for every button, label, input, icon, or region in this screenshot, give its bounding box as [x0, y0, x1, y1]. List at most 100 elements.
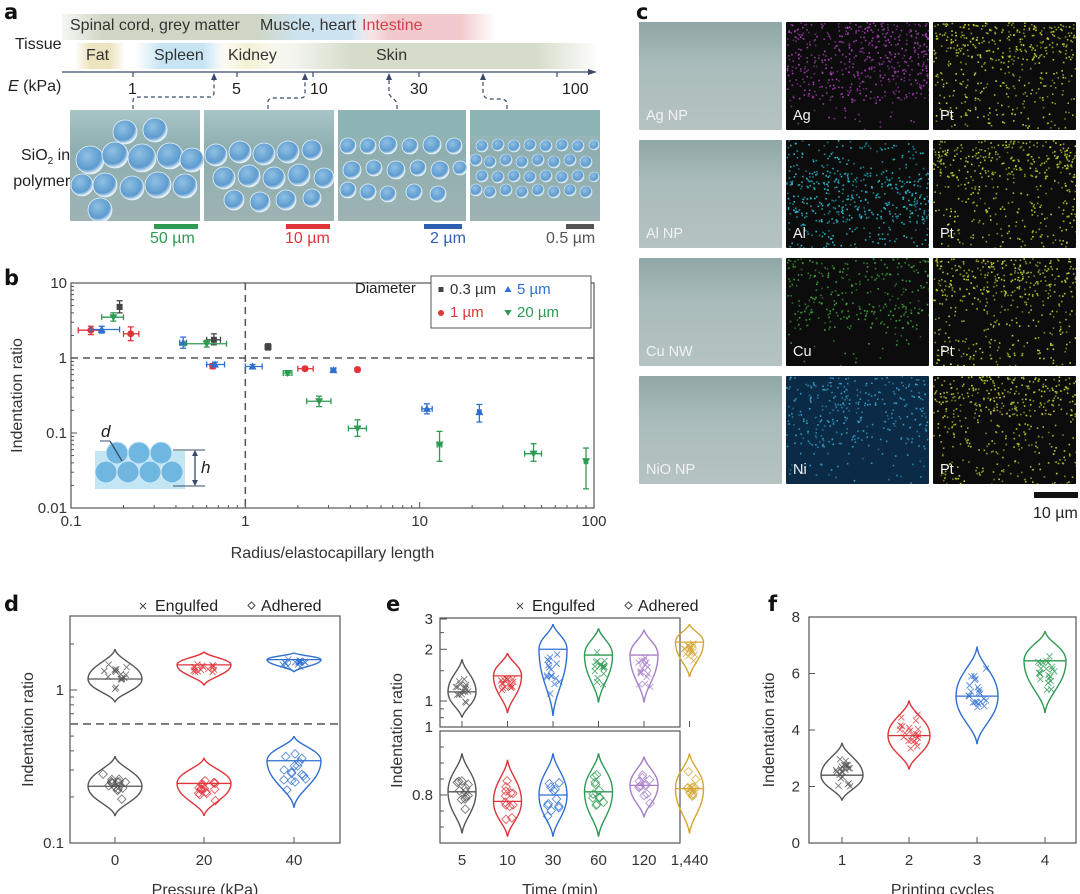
chart-d: 0.1 1 0 20 40 Pressure (kPa) Indentation ratio… — [20, 598, 341, 894]
engulfed-x-marker — [689, 640, 697, 647]
engulfed-x-marker — [599, 680, 607, 688]
adhered-diamond-marker — [594, 792, 605, 803]
inset-particle — [138, 460, 162, 484]
adhered-diamond-marker — [543, 798, 554, 809]
tissue-label-intestine: Intestine — [362, 17, 423, 34]
violin — [629, 629, 659, 703]
panel-label-f: f — [768, 592, 778, 616]
engulfed-x-marker — [638, 657, 645, 664]
violin — [266, 735, 322, 808]
engulfed-x-marker — [462, 699, 470, 707]
modulus-tick-30: 30 — [410, 81, 428, 98]
y-tick-label: 0.8 — [412, 787, 433, 804]
violin-outline-left — [447, 753, 463, 834]
tissue-label-kidney: Kidney — [228, 47, 277, 64]
panel-label-b: b — [4, 266, 20, 290]
engulfed-x-marker — [111, 666, 119, 673]
adhered-diamond-marker — [296, 769, 307, 780]
data-point-triangle-down — [184, 339, 228, 348]
edx-dots — [933, 22, 1076, 130]
engulfed-x-marker — [688, 646, 696, 654]
engulfed-x-marker — [967, 688, 975, 695]
engulfed-x-marker — [459, 688, 467, 695]
adhered-diamond-marker — [590, 779, 601, 790]
edx-dots — [786, 258, 929, 366]
modulus-tick-10: 10 — [310, 81, 328, 98]
edx-pt-label: Pt — [940, 226, 954, 242]
violin — [447, 659, 477, 718]
engulfed-x-marker — [839, 773, 846, 781]
engulfed-x-marker — [1037, 665, 1045, 672]
engulfed-x-marker — [838, 768, 845, 775]
engulfed-x-marker — [498, 680, 506, 688]
adhered-diamond-marker — [294, 757, 305, 767]
adhered-diamond-marker — [116, 794, 127, 804]
engulfed-x-marker — [644, 663, 652, 671]
adhered-diamond-marker — [589, 771, 600, 782]
y-axis-label: Indentation ratio — [389, 673, 406, 788]
engulfed-x-marker — [462, 683, 469, 691]
data-point-triangle-up — [421, 403, 433, 415]
edx-element-label: Cu — [793, 344, 812, 360]
adhered-diamond-marker — [286, 768, 297, 779]
legend-label-adhered: Adhered — [261, 598, 322, 615]
adhered-diamond-marker — [296, 753, 307, 764]
data-point-triangle-up — [179, 336, 188, 349]
edx-sample-label: NiO NP — [646, 462, 696, 478]
edx-sample-label: Cu NW — [646, 344, 693, 360]
triangle-up-marker — [248, 362, 257, 370]
engulfed-x-marker — [545, 661, 552, 669]
legend-label: 5 µm — [517, 281, 551, 298]
adhered-diamond-marker — [279, 765, 290, 775]
x-axis-label: Pressure (kPa) — [152, 882, 259, 894]
engulfed-x-marker — [898, 714, 905, 721]
adhered-diamond-marker — [298, 770, 309, 781]
edx-sample-label: Ag NP — [646, 108, 688, 124]
inset-h-label: h — [201, 458, 210, 477]
triangle-down-marker — [315, 398, 324, 406]
engulfed-x-marker — [1048, 663, 1056, 671]
engulfed-x-marker — [637, 668, 645, 676]
adhered-diamond-marker — [634, 776, 645, 787]
edx-element-map-0: Ag — [786, 22, 929, 130]
adhered-diamond-marker — [456, 776, 467, 786]
edx-element-map-2: Cu — [786, 258, 929, 366]
square-marker — [210, 336, 217, 343]
adhered-diamond-marker — [460, 794, 470, 804]
adhered-diamond-marker — [642, 789, 652, 799]
engulfed-x-marker — [982, 665, 990, 672]
violin-outline-right — [976, 646, 999, 745]
engulfed-x-marker — [100, 667, 108, 675]
data-point-triangle-up — [329, 366, 338, 374]
scale-label-2um: 2 µm — [430, 230, 466, 247]
legend-label: 20 µm — [517, 304, 559, 321]
violin-outline-right — [506, 759, 523, 837]
data-point-triangle-down — [306, 395, 332, 408]
y-tick-label: 1 — [425, 693, 433, 710]
legend-label-adhered: Adhered — [638, 598, 699, 615]
sem-tile-3 — [338, 110, 468, 221]
x-tick-label: 4 — [1041, 852, 1049, 869]
plot-frame — [808, 616, 1077, 844]
tissue-label-muscle: Muscle, heart — [260, 17, 357, 34]
edx-sem-1: Al NP — [639, 140, 782, 248]
engulfed-x-marker — [914, 734, 921, 741]
circle-marker — [301, 365, 309, 373]
data-point-triangle-down — [347, 419, 368, 438]
adhered-diamond-marker — [506, 812, 517, 823]
x-axis-label: Printing cycles — [891, 882, 994, 894]
x-tick-label: 20 — [196, 852, 213, 869]
adhered-diamond-marker — [286, 775, 297, 786]
engulfed-x-marker — [1043, 657, 1050, 665]
engulfed-x-marker — [832, 766, 840, 774]
legend-label: 0.3 µm — [450, 281, 496, 298]
adhered-diamond-marker — [546, 805, 557, 816]
engulfed-x-marker — [460, 675, 468, 683]
adhered-diamond-marker — [590, 777, 601, 788]
engulfed-x-marker — [1043, 686, 1051, 694]
edx-dots — [933, 376, 1076, 484]
data-point-circle — [354, 366, 362, 374]
engulfed-x-marker — [111, 685, 119, 693]
violin-outline-left — [87, 648, 116, 703]
adhered-diamond-marker — [544, 778, 555, 789]
